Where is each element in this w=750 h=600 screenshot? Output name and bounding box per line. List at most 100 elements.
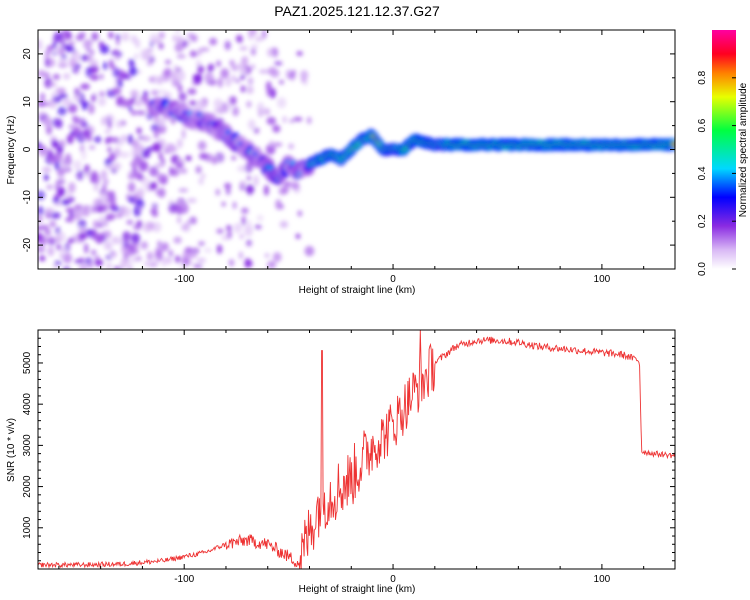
heatmap-cell <box>116 95 125 107</box>
heatmap-cell <box>142 221 153 233</box>
heatmap-cell <box>86 47 91 53</box>
heatmap-cell <box>130 248 140 255</box>
heatmap-y-label: Frequency (Hz) <box>6 116 17 185</box>
heatmap-cell <box>213 107 221 114</box>
heatmap-cell <box>55 236 61 244</box>
snr-x-label: Height of straight line (km) <box>299 584 416 595</box>
heatmap-cell <box>271 47 279 58</box>
heatmap-cell <box>67 237 75 244</box>
heatmap-cell <box>196 99 206 110</box>
heatmap-cell <box>175 204 183 216</box>
heatmap-cell <box>79 117 86 127</box>
heatmap-cell <box>225 187 231 196</box>
heatmap-cell <box>278 203 284 210</box>
heatmap-cell <box>90 49 95 56</box>
heatmap-cell <box>38 206 45 216</box>
snr-frame <box>37 329 676 570</box>
heatmap-cell <box>196 257 207 263</box>
heatmap-cell <box>235 78 240 83</box>
snr-y-tick-label: 4000 <box>22 393 33 416</box>
heatmap-cell <box>52 73 61 80</box>
heatmap-cell <box>170 168 180 177</box>
heatmap-cell <box>198 177 204 186</box>
heatmap-cell <box>264 253 270 258</box>
heatmap-cell <box>43 173 49 181</box>
heatmap-cell <box>38 69 46 78</box>
colorbar-tick-label: 0.6 <box>697 118 708 132</box>
heatmap-cell <box>96 223 104 228</box>
heatmap-cell <box>111 251 118 257</box>
heatmap-cell <box>105 213 116 220</box>
heatmap-cell <box>179 168 188 174</box>
heatmap-cell <box>176 70 186 82</box>
heatmap-cell <box>40 224 50 231</box>
heatmap-cell <box>81 149 87 161</box>
heatmap-cell <box>141 135 150 142</box>
heatmap-cell <box>109 59 114 69</box>
heatmap-cell <box>88 145 96 150</box>
heatmap-cell <box>102 183 107 190</box>
heatmap-cell <box>135 38 141 49</box>
heatmap-y-tick-label: 10 <box>22 96 33 108</box>
snr-series-line <box>38 330 675 569</box>
heatmap-cell <box>117 81 123 88</box>
heatmap-cell <box>151 203 159 208</box>
heatmap-cell <box>94 136 102 143</box>
heatmap-cell <box>54 161 60 171</box>
heatmap-cell <box>52 95 62 104</box>
heatmap-y-tick-label: -10 <box>22 190 33 205</box>
heatmap-cell <box>89 74 100 81</box>
snr-x-tick-label: -100 <box>174 574 194 585</box>
heatmap-cell <box>111 236 118 245</box>
heatmap-cell <box>289 118 295 124</box>
heatmap-cell <box>185 155 192 161</box>
heatmap-cell <box>57 63 68 68</box>
heatmap-cell <box>189 34 198 43</box>
heatmap-cell <box>103 179 109 184</box>
heatmap-cell <box>199 152 209 160</box>
heatmap-cell <box>137 204 143 212</box>
heatmap-cell <box>38 235 47 246</box>
heatmap-cell <box>114 52 121 61</box>
heatmap-cell <box>267 67 277 76</box>
heatmap-cell <box>94 255 100 260</box>
heatmap-cell <box>56 243 61 251</box>
heatmap-cell <box>251 64 256 70</box>
heatmap-cell <box>181 128 186 140</box>
heatmap-cell <box>186 219 191 226</box>
heatmap-cell <box>73 160 82 171</box>
heatmap-cell <box>216 60 221 67</box>
heatmap-cell <box>174 42 184 53</box>
snr-y-tick-label: 2000 <box>22 475 33 498</box>
snr-y-tick-label: 5000 <box>22 351 33 374</box>
heatmap-cell <box>68 215 74 223</box>
heatmap-cell <box>44 229 52 236</box>
heatmap-cell <box>128 66 138 76</box>
heatmap-cell <box>293 116 303 122</box>
heatmap-cell <box>272 142 283 147</box>
heatmap-cell <box>73 126 80 135</box>
heatmap-cell <box>291 70 297 75</box>
heatmap-cell <box>55 87 66 94</box>
heatmap-cell <box>180 225 187 230</box>
heatmap-cell <box>282 116 287 124</box>
heatmap-cell <box>227 228 232 240</box>
heatmap-cell <box>111 162 122 171</box>
heatmap-cell <box>263 184 270 196</box>
heatmap-cell <box>108 31 114 39</box>
heatmap-cell <box>130 109 137 116</box>
heatmap-cell <box>165 257 173 264</box>
snr-panel: -100 0 100 1000 2000 3000 4000 5000 Height of s… <box>6 329 676 595</box>
heatmap-cell <box>157 89 167 95</box>
heatmap-cell <box>231 74 236 83</box>
heatmap-cell <box>66 31 71 39</box>
heatmap-cell <box>99 91 105 97</box>
heatmap-cell <box>221 201 226 207</box>
heatmap-cell <box>269 140 274 148</box>
heatmap-cell <box>63 73 71 80</box>
heatmap-cell <box>48 156 54 163</box>
heatmap-cell <box>100 169 108 181</box>
heatmap-cell <box>92 220 99 229</box>
heatmap-cell <box>95 233 104 244</box>
colorbar-tick-label: 0.2 <box>697 214 708 228</box>
